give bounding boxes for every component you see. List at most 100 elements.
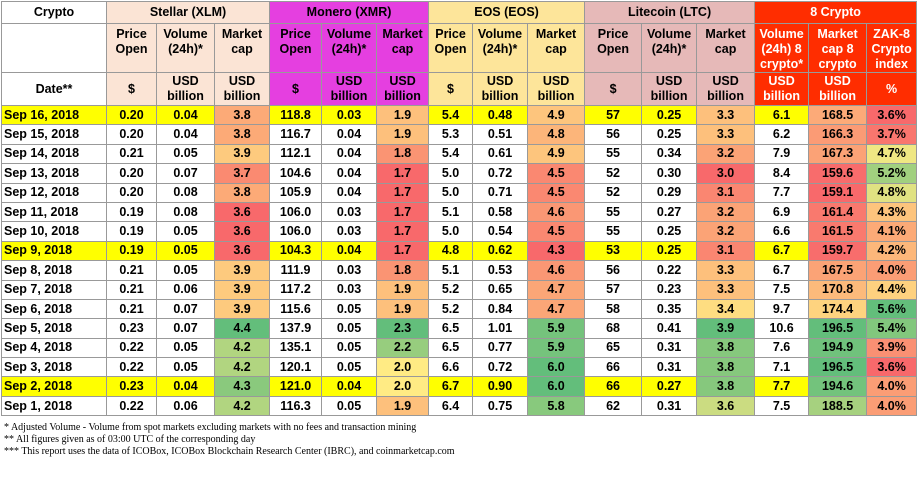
value-cell: 0.31 xyxy=(641,395,698,417)
value-cell: 4.2 xyxy=(213,395,271,417)
group-name: 8 Crypto xyxy=(754,1,918,24)
value-cell: 0.72 xyxy=(472,163,529,184)
value-cell: 0.04 xyxy=(156,124,215,145)
value-cell: 5.0 xyxy=(428,182,474,203)
value-cell: 0.20 xyxy=(106,182,157,203)
column-name: Market cap 8 crypto xyxy=(808,23,868,73)
unit-label: USD billion xyxy=(754,72,810,106)
value-cell: 0.05 xyxy=(321,395,378,417)
date-cell: Sep 12, 2018 xyxy=(1,182,107,203)
value-cell: 0.03 xyxy=(321,279,378,300)
value-cell: 0.65 xyxy=(472,279,529,300)
value-cell: 9.7 xyxy=(754,298,810,320)
value-cell: 6.6 xyxy=(428,357,474,378)
value-cell: 0.04 xyxy=(321,124,378,145)
value-cell: 0.71 xyxy=(472,182,529,203)
value-cell: 2.0 xyxy=(376,357,430,378)
value-cell: 55 xyxy=(584,143,643,165)
data-row: Sep 8, 2018 0.21 0.05 3.9 111.9 0.03 1.8 5.1 0.5… xyxy=(1,260,918,281)
value-cell: 0.23 xyxy=(106,318,157,339)
value-cell: 106.0 xyxy=(269,221,323,242)
value-cell: 5.2 xyxy=(428,298,474,320)
value-cell: 0.04 xyxy=(156,376,215,397)
value-cell: 0.05 xyxy=(156,240,215,262)
value-cell: 7.5 xyxy=(754,395,810,417)
value-cell: 0.51 xyxy=(472,124,529,145)
date-cell: Sep 1, 2018 xyxy=(1,395,107,417)
value-cell: 166.3 xyxy=(808,124,868,145)
column-name: Volume (24h) 8 crypto* xyxy=(754,23,810,73)
value-cell: 0.04 xyxy=(156,104,215,126)
value-cell: 0.06 xyxy=(156,279,215,300)
value-cell: 194.6 xyxy=(808,376,868,397)
column-row: Price Open Volume (24h)* Market cap Price O… xyxy=(1,23,918,73)
value-cell: 115.6 xyxy=(269,298,323,320)
date-label: Date** xyxy=(1,72,107,106)
value-cell: 58 xyxy=(584,298,643,320)
value-cell: 0.23 xyxy=(106,376,157,397)
date-cell: Sep 5, 2018 xyxy=(1,318,107,339)
column-name: Price Open xyxy=(584,23,643,73)
value-cell: 52 xyxy=(584,163,643,184)
value-cell: 6.7 xyxy=(428,376,474,397)
value-cell: 4.7 xyxy=(527,298,586,320)
value-cell: 6.4 xyxy=(428,395,474,417)
value-cell: 3.1 xyxy=(696,182,756,203)
value-cell: 159.6 xyxy=(808,163,868,184)
value-cell: 0.35 xyxy=(641,298,698,320)
value-cell: 0.05 xyxy=(156,357,215,378)
value-cell: 3.6 xyxy=(696,395,756,417)
value-cell: 0.21 xyxy=(106,279,157,300)
value-cell: 0.90 xyxy=(472,376,529,397)
date-cell: Sep 11, 2018 xyxy=(1,201,107,223)
value-cell: 4.3% xyxy=(866,201,918,223)
value-cell: 4.0% xyxy=(866,395,918,417)
value-cell: 3.6% xyxy=(866,104,918,126)
value-cell: 5.6% xyxy=(866,298,918,320)
value-cell: 0.04 xyxy=(321,182,378,203)
value-cell: 121.0 xyxy=(269,376,323,397)
value-cell: 6.5 xyxy=(428,337,474,359)
value-cell: 4.9 xyxy=(527,104,586,126)
unit-label: $ xyxy=(584,72,643,106)
value-cell: 4.2 xyxy=(213,337,271,359)
value-cell: 3.3 xyxy=(696,104,756,126)
value-cell: 0.31 xyxy=(641,337,698,359)
date-cell: Sep 7, 2018 xyxy=(1,279,107,300)
value-cell: 66 xyxy=(584,357,643,378)
unit-row: Date** $ USD billion USD billion $ USD billio… xyxy=(1,72,918,106)
value-cell: 6.7 xyxy=(754,260,810,281)
date-cell: Sep 10, 2018 xyxy=(1,221,107,242)
value-cell: 0.21 xyxy=(106,143,157,165)
blank-cell xyxy=(1,23,107,73)
data-row: Sep 7, 2018 0.21 0.06 3.9 117.2 0.03 1.9 5.2 0.6… xyxy=(1,279,918,300)
value-cell: 159.1 xyxy=(808,182,868,203)
data-row: Sep 2, 2018 0.23 0.04 4.3 121.0 0.04 2.0 6.7 0.9… xyxy=(1,376,918,397)
column-name: Volume (24h)* xyxy=(472,23,529,73)
value-cell: 3.9 xyxy=(213,260,271,281)
data-row: Sep 12, 2018 0.20 0.08 3.8 105.9 0.04 1.7 5.0 0.… xyxy=(1,182,918,203)
value-cell: 0.05 xyxy=(321,298,378,320)
value-cell: 0.19 xyxy=(106,240,157,262)
value-cell: 196.5 xyxy=(808,357,868,378)
value-cell: 0.25 xyxy=(641,104,698,126)
value-cell: 0.05 xyxy=(156,337,215,359)
unit-label: USD billion xyxy=(156,72,215,106)
value-cell: 4.0% xyxy=(866,376,918,397)
value-cell: 1.8 xyxy=(376,260,430,281)
value-cell: 57 xyxy=(584,279,643,300)
crypto-table: Crypto Stellar (XLM) Monero (XMR) EOS (EOS)… xyxy=(1,1,918,417)
value-cell: 3.7 xyxy=(213,163,271,184)
data-row: Sep 4, 2018 0.22 0.05 4.2 135.1 0.05 2.2 6.5 0.7… xyxy=(1,337,918,359)
value-cell: 3.9 xyxy=(213,298,271,320)
value-cell: 4.5 xyxy=(527,182,586,203)
unit-label: USD billion xyxy=(376,72,430,106)
value-cell: 5.4 xyxy=(428,104,474,126)
value-cell: 4.9 xyxy=(527,143,586,165)
value-cell: 5.2 xyxy=(428,279,474,300)
value-cell: 55 xyxy=(584,201,643,223)
value-cell: 0.29 xyxy=(641,182,698,203)
group-name: Stellar (XLM) xyxy=(105,1,271,24)
value-cell: 0.48 xyxy=(472,104,529,126)
value-cell: 66 xyxy=(584,376,643,397)
